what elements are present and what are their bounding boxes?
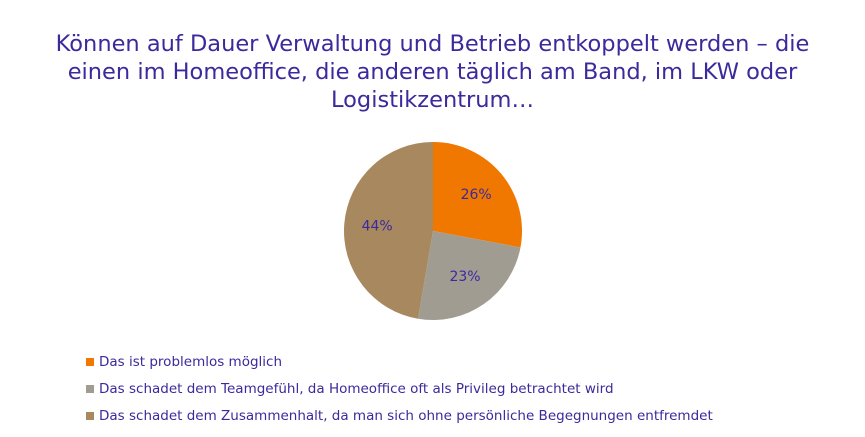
data-label-zusammenhalt: 44% [362,218,393,234]
data-label-teamgefuehl: 23% [449,269,480,285]
legend-item-zusammenhalt: Das schadet dem Zusammenhalt, da man sic… [86,402,713,429]
chart-legend: Das ist problemlos möglich Das schadet d… [86,348,713,429]
legend-label-teamgefuehl: Das schadet dem Teamgefühl, da Homeoffic… [99,380,614,397]
legend-swatch-problemlos [86,357,94,366]
legend-item-teamgefuehl: Das schadet dem Teamgefühl, da Homeoffic… [86,375,713,402]
legend-swatch-teamgefuehl [86,384,94,393]
chart-title-line-3: Logistikzentrum… [331,87,534,113]
chart-title-line-2: einen im Homeoffice, die anderen täglich… [67,59,798,85]
chart-title: Können auf Dauer Verwaltung und Betrieb … [0,30,865,114]
chart-title-line-1: Können auf Dauer Verwaltung und Betrieb … [55,31,810,57]
pie-slice-zusammenhalt [344,142,433,319]
legend-item-problemlos: Das ist problemlos möglich [86,348,713,375]
pie-slice-teamgefuehl [418,231,521,321]
legend-label-zusammenhalt: Das schadet dem Zusammenhalt, da man sic… [99,407,713,424]
legend-swatch-zusammenhalt [86,411,94,420]
data-label-problemlos: 26% [461,187,492,203]
legend-label-problemlos: Das ist problemlos möglich [99,353,283,370]
pie-slice-problemlos [433,142,523,248]
